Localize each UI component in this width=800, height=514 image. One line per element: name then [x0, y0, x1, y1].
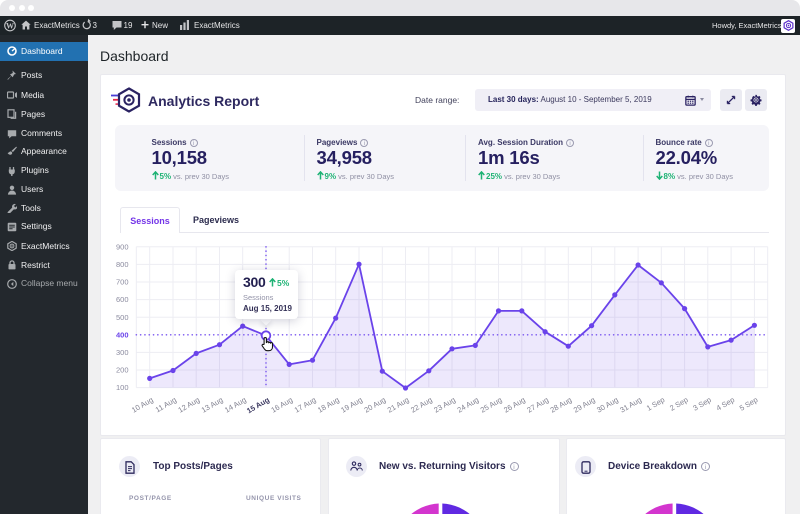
svg-text:27 Aug: 27 Aug [525, 395, 550, 414]
svg-text:10 Aug: 10 Aug [130, 395, 155, 414]
svg-text:700: 700 [116, 278, 129, 287]
svg-text:500: 500 [116, 313, 129, 322]
svg-text:22 Aug: 22 Aug [409, 395, 434, 414]
svg-text:24 Aug: 24 Aug [456, 395, 481, 414]
svg-text:600: 600 [116, 295, 129, 304]
svg-text:4 Sep: 4 Sep [715, 395, 736, 413]
svg-text:300: 300 [116, 348, 129, 357]
svg-text:200: 200 [116, 366, 129, 375]
svg-text:16 Aug: 16 Aug [269, 395, 294, 414]
svg-text:1 Sep: 1 Sep [645, 395, 666, 413]
svg-text:400: 400 [116, 330, 129, 339]
svg-text:5 Sep: 5 Sep [738, 395, 759, 413]
svg-text:13 Aug: 13 Aug [200, 395, 225, 414]
svg-text:21 Aug: 21 Aug [386, 395, 411, 414]
svg-text:28 Aug: 28 Aug [549, 395, 574, 414]
svg-text:12 Aug: 12 Aug [176, 395, 201, 414]
svg-text:15 Aug: 15 Aug [245, 395, 271, 415]
svg-text:11 Aug: 11 Aug [154, 395, 178, 414]
svg-text:30 Aug: 30 Aug [595, 395, 620, 414]
svg-text:20 Aug: 20 Aug [363, 395, 388, 414]
svg-text:29 Aug: 29 Aug [572, 395, 597, 414]
svg-text:19 Aug: 19 Aug [339, 395, 364, 414]
svg-text:26 Aug: 26 Aug [502, 395, 527, 414]
svg-text:17 Aug: 17 Aug [293, 395, 318, 414]
svg-text:18 Aug: 18 Aug [316, 395, 341, 414]
svg-text:25 Aug: 25 Aug [479, 395, 504, 414]
svg-text:900: 900 [116, 242, 129, 251]
svg-text:800: 800 [116, 260, 129, 269]
svg-text:3 Sep: 3 Sep [691, 395, 712, 413]
svg-text:14 Aug: 14 Aug [223, 395, 248, 414]
svg-text:23 Aug: 23 Aug [432, 395, 457, 414]
svg-text:31 Aug: 31 Aug [618, 395, 643, 414]
svg-text:W: W [6, 21, 14, 30]
svg-text:2 Sep: 2 Sep [668, 395, 689, 413]
svg-text:100: 100 [116, 383, 129, 392]
